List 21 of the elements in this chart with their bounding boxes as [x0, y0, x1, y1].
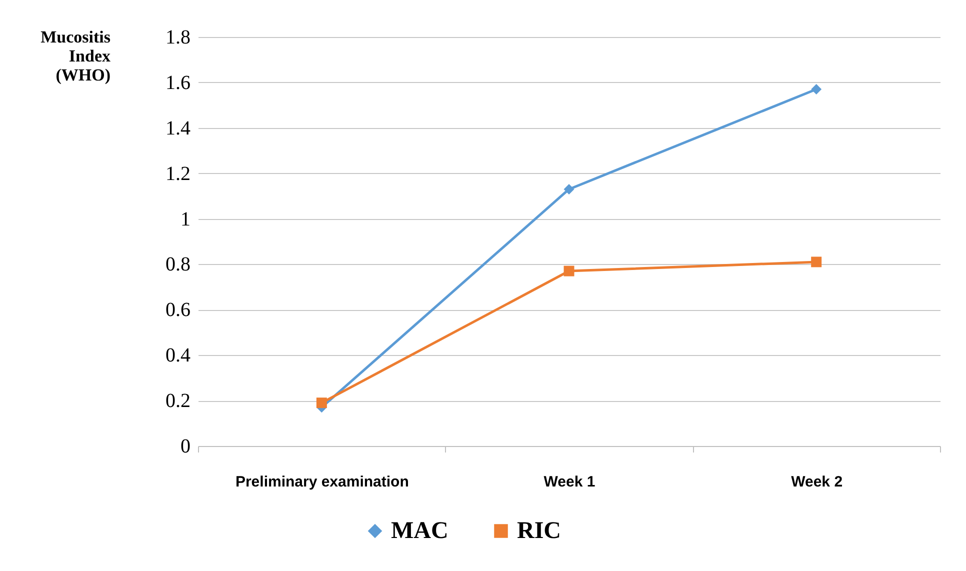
y-tick-label: 1.2 [166, 162, 190, 185]
point [564, 266, 574, 276]
legend-label: RIC [517, 518, 562, 544]
y-tick-label: 0 [180, 436, 190, 458]
y-tick-label: 1.6 [166, 72, 190, 94]
x-tick-label: Preliminary examination [235, 474, 409, 490]
y-tick-label: 0.2 [166, 390, 190, 412]
x-tick-label: Week 1 [544, 474, 596, 490]
point [564, 184, 574, 194]
y-tick-label: 0.8 [166, 254, 190, 276]
y-tick-label: 1.4 [166, 117, 190, 140]
legend-label: MAC [391, 518, 448, 544]
point [811, 256, 822, 268]
y-tick-label: 1.8 [166, 26, 190, 48]
x-tick-label: Week 2 [791, 474, 843, 490]
y-axis-title: Mucositis Index (WHO) [40, 28, 111, 84]
point [316, 398, 327, 408]
y-tick-label: 0.6 [166, 299, 190, 322]
point [811, 84, 822, 95]
y-tick-label: 1 [180, 208, 190, 230]
y-tick-label: 0.4 [166, 344, 190, 367]
